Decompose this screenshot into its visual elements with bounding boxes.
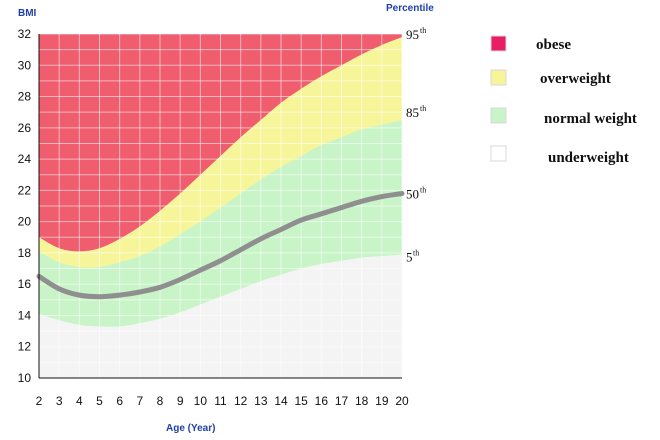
y-tick-label: 26 bbox=[18, 121, 32, 135]
x-tick-label: 13 bbox=[254, 394, 268, 408]
y-tick-labels: 10 12 14 16 18 20 22 24 26 28 30 32 bbox=[18, 27, 32, 385]
svg-text:95: 95 bbox=[406, 27, 419, 42]
x-tick-label: 8 bbox=[157, 394, 164, 408]
y-tick-label: 10 bbox=[18, 371, 32, 385]
y-tick-label: 28 bbox=[18, 90, 32, 104]
legend-item-overweight: overweight bbox=[490, 69, 611, 87]
legend-swatch bbox=[490, 35, 507, 52]
svg-text:th: th bbox=[420, 104, 426, 113]
y-tick-label: 22 bbox=[18, 183, 32, 197]
x-tick-label: 20 bbox=[395, 394, 409, 408]
legend: obese overweight normal weight underweight bbox=[490, 35, 637, 166]
svg-text:th: th bbox=[413, 248, 419, 257]
x-tick-label: 9 bbox=[177, 394, 184, 408]
median-line bbox=[36, 190, 405, 300]
svg-text:th: th bbox=[420, 26, 426, 35]
x-tick-label: 15 bbox=[294, 394, 308, 408]
y-tick-label: 24 bbox=[18, 152, 32, 166]
axes bbox=[38, 34, 402, 379]
x-tick-labels: 2 3 4 5 6 7 8 9 10 11 12 13 14 15 16 17 18 19 20 bbox=[36, 394, 409, 408]
legend-swatch bbox=[490, 107, 507, 124]
x-axis-title: Age (Year) bbox=[166, 423, 215, 434]
y-tick-label: 30 bbox=[18, 58, 32, 72]
x-tick-label: 17 bbox=[335, 394, 349, 408]
x-tick-label: 18 bbox=[355, 394, 369, 408]
svg-text:5: 5 bbox=[406, 249, 413, 264]
legend-swatch bbox=[490, 69, 507, 86]
x-tick-label: 2 bbox=[36, 394, 43, 408]
y-axis-title: BMI bbox=[18, 8, 37, 19]
x-tick-label: 19 bbox=[375, 394, 389, 408]
y-tick-label: 18 bbox=[18, 246, 32, 260]
legend-item-normal-weight: normal weight bbox=[490, 107, 637, 127]
x-tick-label: 4 bbox=[76, 394, 83, 408]
legend-item-underweight: underweight bbox=[490, 145, 629, 166]
svg-text:th: th bbox=[420, 185, 426, 194]
y-tick-label: 32 bbox=[18, 27, 32, 41]
legend-item-obese: obese bbox=[490, 35, 571, 53]
x-tick-label: 3 bbox=[56, 394, 63, 408]
x-tick-label: 5 bbox=[96, 394, 103, 408]
y-tick-label: 16 bbox=[18, 277, 32, 291]
median-line-group bbox=[36, 190, 405, 300]
y-tick-label: 14 bbox=[18, 308, 32, 322]
legend-swatch bbox=[490, 145, 507, 162]
x-tick-label: 14 bbox=[274, 394, 288, 408]
x-tick-label: 16 bbox=[315, 394, 329, 408]
x-tick-label: 6 bbox=[116, 394, 123, 408]
legend-label: underweight bbox=[548, 150, 629, 166]
y-tick-label: 12 bbox=[18, 340, 32, 354]
y-tick-label: 20 bbox=[18, 215, 32, 229]
x-tick-label: 7 bbox=[136, 394, 143, 408]
x-tick-label: 11 bbox=[214, 394, 227, 408]
x-tick-label: 10 bbox=[194, 394, 208, 408]
legend-label: obese bbox=[536, 37, 571, 53]
svg-text:85: 85 bbox=[406, 105, 419, 120]
percentile-title: Percentile bbox=[386, 3, 434, 14]
x-tick-label: 12 bbox=[234, 394, 248, 408]
legend-label: overweight bbox=[540, 71, 611, 87]
svg-text:50: 50 bbox=[406, 186, 419, 201]
legend-label: normal weight bbox=[544, 111, 637, 127]
